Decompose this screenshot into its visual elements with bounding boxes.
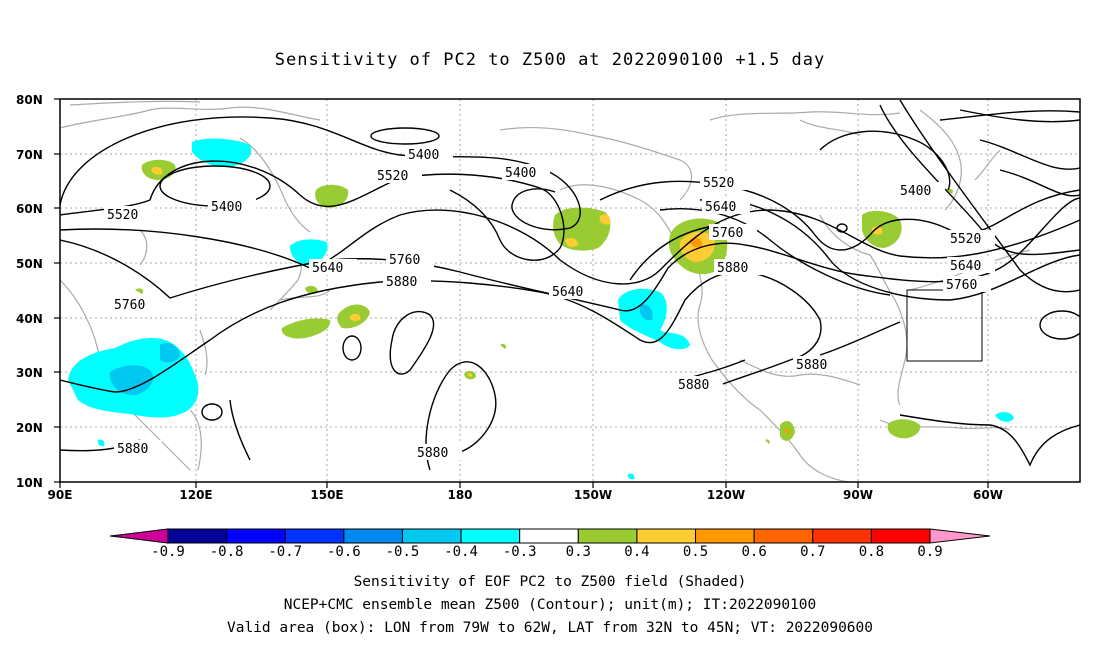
contour-label: 5520 (377, 169, 408, 184)
colorbar-box (167, 528, 228, 544)
colorbar-box (753, 528, 814, 544)
valid-area-box (906, 289, 983, 362)
contour-label: 5880 (678, 378, 709, 393)
footer-line-2: NCEP+CMC ensemble mean Z500 (Contour); u… (283, 597, 817, 613)
contour-label: 5880 (717, 261, 748, 276)
colorbar-box (401, 528, 462, 544)
footer-line-3: Valid area (box): LON from 79W to 62W, L… (226, 620, 873, 636)
lat-tick-label: 40N (16, 312, 43, 326)
contour-label: 5880 (117, 442, 148, 457)
lon-tick-label: 120W (707, 488, 745, 502)
lat-tick-label: 60N (16, 202, 43, 216)
lon-tick-label: 150W (574, 488, 612, 502)
colorbar-right-arrow (929, 528, 991, 544)
lon-tick-label: 60W (973, 488, 1003, 502)
colorbar-label: -0.6 (327, 544, 361, 560)
colorbar-box (870, 528, 931, 544)
colorbar-box (519, 528, 579, 544)
lon-tick-label: 90W (843, 488, 873, 502)
colorbar-label: -0.9 (151, 544, 185, 560)
contour-label: 5400 (211, 200, 242, 215)
colorbar-box (636, 528, 697, 544)
colorbar-label: -0.5 (386, 544, 420, 560)
colorbar-label: 0.8 (859, 544, 884, 560)
contour-label: 5760 (946, 278, 977, 293)
colorbar-label: 0.6 (742, 544, 767, 560)
contour-label: 5640 (950, 259, 981, 274)
contour-labels: 5400 5400 5400 5400 5520 5520 5520 5520 … (104, 146, 995, 461)
lon-tick-label: 90E (48, 488, 73, 502)
colorbar-box (343, 528, 403, 544)
contour-label: 5520 (950, 232, 981, 247)
lat-tick-label: 10N (16, 476, 43, 490)
colorbar-label: -0.8 (210, 544, 244, 560)
contour-label: 5520 (703, 176, 734, 191)
map-frame (59, 98, 1081, 483)
contour-label: 5640 (312, 261, 343, 276)
contour-label: 5880 (417, 446, 448, 461)
contour-label: 5520 (107, 208, 138, 223)
lat-tick-label: 50N (16, 257, 43, 271)
colorbar-box (460, 528, 521, 544)
colorbar-boxes (167, 528, 931, 544)
colorbar-label: 0.7 (800, 544, 825, 560)
plot-title: Sensitivity of PC2 to Z500 at 2022090100… (274, 50, 826, 70)
contour-label: 5880 (386, 275, 417, 290)
colorbar-label: 0.4 (624, 544, 649, 560)
colorbar-label: -0.7 (268, 544, 302, 560)
lon-tick-label: 120E (179, 488, 212, 502)
lon-tick-label: 150E (310, 488, 343, 502)
colorbar-label: 0.5 (683, 544, 708, 560)
contour-label: 5760 (712, 226, 743, 241)
colorbar-box (577, 528, 638, 544)
contour-label: 5640 (552, 285, 583, 300)
colorbar-box (812, 528, 872, 544)
colorbar-labels: -0.9 -0.8 -0.7 -0.6 -0.5 -0.4 -0.3 0.3 0.4 0.5 0.6… (151, 544, 943, 560)
colorbar-box (226, 528, 286, 544)
lat-axis: 80N 70N 60N 50N 40N 30N 20N 10N (16, 93, 60, 490)
contour-label: 5400 (505, 166, 536, 181)
lat-tick-label: 70N (16, 148, 43, 162)
colorbar-label: -0.4 (444, 544, 478, 560)
lat-tick-label: 80N (16, 93, 43, 107)
lon-tick-label: 180 (447, 488, 472, 502)
colorbar: -0.9 -0.8 -0.7 -0.6 -0.5 -0.4 -0.3 0.3 0.4 0.5 0.6… (109, 528, 991, 560)
contour-label: 5880 (796, 358, 827, 373)
shading (68, 138, 1014, 480)
lon-axis: 90E 120E 150E 180 150W 120W 90W 60W (48, 482, 1003, 502)
coastlines (60, 100, 1031, 482)
colorbar-box (284, 528, 345, 544)
lat-tick-label: 30N (16, 366, 43, 380)
colorbar-label: 0.3 (566, 544, 591, 560)
colorbar-label: -0.3 (503, 544, 537, 560)
contour-label: 5400 (900, 184, 931, 199)
footer-line-1: Sensitivity of EOF PC2 to Z500 field (Sh… (353, 574, 747, 590)
contour-label: 5760 (389, 253, 420, 268)
contour-label: 5760 (114, 298, 145, 313)
colorbar-box (695, 528, 755, 544)
colorbar-left-arrow (109, 528, 169, 544)
contour-label: 5640 (705, 200, 736, 215)
colorbar-label: 0.9 (917, 544, 942, 560)
contour-label: 5400 (408, 148, 439, 163)
lat-tick-label: 20N (16, 421, 43, 435)
